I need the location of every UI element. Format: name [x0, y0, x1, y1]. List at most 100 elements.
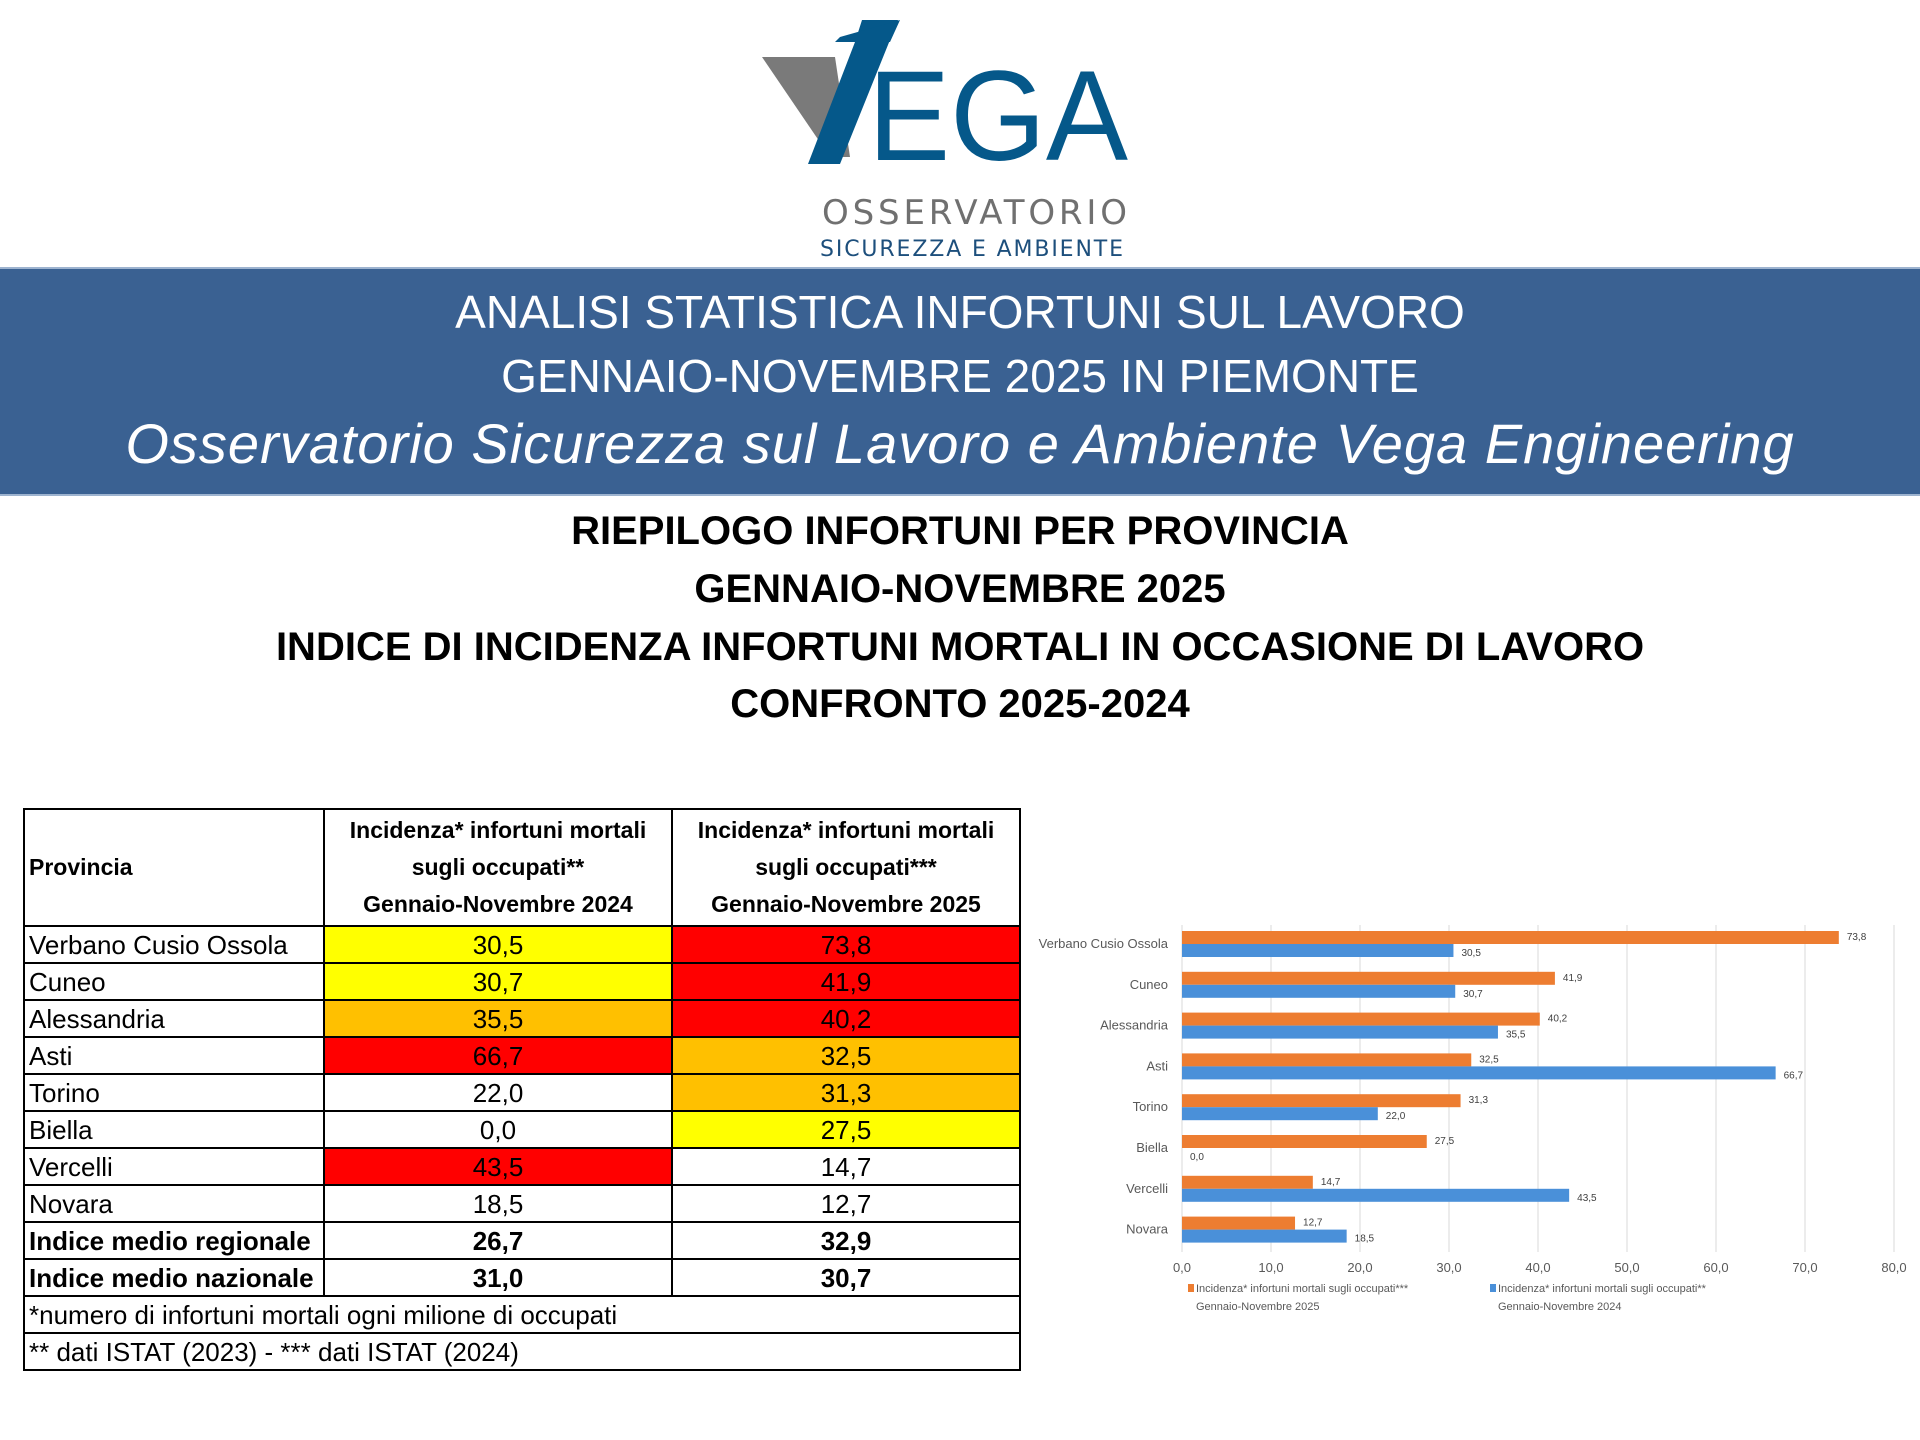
data-label: 0,0	[1190, 1152, 1204, 1163]
bar-2024	[1182, 1107, 1378, 1121]
header-2025-line: Incidenza* infortuni mortali	[697, 817, 995, 843]
note-row: *numero di infortuni mortali ogni milion…	[23, 1295, 1021, 1334]
value-2025-cell: 30,7	[671, 1258, 1021, 1297]
x-tick-label: 40,0	[1525, 1260, 1550, 1275]
title-1: RIEPILOGO INFORTUNI PER PROVINCIA	[571, 509, 1349, 553]
legend-swatch	[1490, 1284, 1496, 1292]
title-2: GENNAIO-NOVEMBRE 2025	[694, 567, 1226, 611]
header-2024: Incidenza* infortuni mortali sugli occup…	[323, 808, 673, 927]
x-tick-label: 70,0	[1792, 1260, 1817, 1275]
x-tick-label: 10,0	[1258, 1260, 1283, 1275]
value-2024-cell: 26,7	[323, 1221, 673, 1260]
category-label: Cuneo	[1130, 977, 1168, 992]
bar-2024	[1182, 1188, 1570, 1202]
category-label: Alessandria	[1100, 1018, 1169, 1033]
legend-label: Incidenza* infortuni mortali sugli occup…	[1498, 1283, 1707, 1295]
title-4: CONFRONTO 2025-2024	[730, 682, 1190, 726]
x-tick-label: 20,0	[1347, 1260, 1372, 1275]
bar-2025	[1182, 971, 1555, 985]
legend-label: Gennaio-Novembre 2024	[1498, 1301, 1622, 1313]
value-2024-cell: 22,0	[323, 1073, 673, 1112]
table-row: Novara 18,5 12,7	[23, 1184, 1021, 1223]
value-2025-cell: 40,2	[671, 999, 1021, 1038]
bar-2025	[1182, 1053, 1472, 1067]
provincia-cell: Cuneo	[23, 962, 325, 1001]
provincia-cell: Torino	[23, 1073, 325, 1112]
value-2024-cell: 30,7	[323, 962, 673, 1001]
legend-label: Gennaio-Novembre 2025	[1196, 1301, 1320, 1313]
vega-logo: EGA OSSERVATORIO SICUREZZA E AMBIENTE	[762, 20, 1129, 262]
bar-2024	[1182, 944, 1454, 957]
data-label: 41,9	[1563, 973, 1583, 984]
provincia-cell: Indice medio nazionale	[23, 1258, 325, 1297]
value-2024-cell: 31,0	[323, 1258, 673, 1297]
legend-label: Incidenza* infortuni mortali sugli occup…	[1196, 1283, 1409, 1295]
summary-row: Indice medio regionale 26,7 32,9	[23, 1221, 1021, 1260]
value-2025-cell: 27,5	[671, 1110, 1021, 1149]
data-label: 43,5	[1577, 1193, 1597, 1204]
data-label: 30,7	[1463, 989, 1483, 1000]
data-label: 35,5	[1506, 1030, 1526, 1041]
note-2: ** dati ISTAT (2023) - *** dati ISTAT (2…	[23, 1332, 1021, 1371]
banner-line-3: Osservatorio Sicurezza sul Lavoro e Ambi…	[125, 412, 1795, 475]
logo-brand: EGA	[868, 45, 1129, 188]
value-2024-cell: 0,0	[323, 1110, 673, 1149]
data-label: 40,2	[1548, 1014, 1568, 1025]
bar-chart: 0,0 10,0 20,0 30,0 40,0 50,0 60,0 70,0 80,0 Verba…	[1039, 925, 1907, 1313]
banner-line-1: ANALISI STATISTICA INFORTUNI SUL LAVORO	[455, 286, 1465, 338]
logo-line2: SICUREZZA E AMBIENTE	[820, 237, 1123, 262]
value-2024-cell: 35,5	[323, 999, 673, 1038]
header-provincia: Provincia	[23, 808, 325, 927]
table-row: Alessandria 35,5 40,2	[23, 999, 1021, 1038]
value-2025-cell: 14,7	[671, 1147, 1021, 1186]
category-label: Vercelli	[1126, 1181, 1168, 1196]
data-label: 27,5	[1435, 1136, 1455, 1147]
value-2025-cell: 12,7	[671, 1184, 1021, 1223]
legend-swatch	[1188, 1284, 1194, 1292]
note-row: ** dati ISTAT (2023) - *** dati ISTAT (2…	[23, 1332, 1021, 1371]
value-2025-cell: 73,8	[671, 925, 1021, 964]
value-2025-cell: 41,9	[671, 962, 1021, 1001]
value-2024-cell: 43,5	[323, 1147, 673, 1186]
logo-line1: OSSERVATORIO	[822, 193, 1127, 233]
bar-2025	[1182, 1094, 1461, 1108]
header-2024-line: Gennaio-Novembre 2024	[363, 891, 633, 917]
data-label: 30,5	[1461, 948, 1481, 959]
value-2025-cell: 32,5	[671, 1036, 1021, 1075]
bar-2024	[1182, 1025, 1498, 1039]
table-row: Vercelli 43,5 14,7	[23, 1147, 1021, 1186]
provincia-cell: Biella	[23, 1110, 325, 1149]
header-2024-line: Incidenza* infortuni mortali	[349, 817, 647, 843]
data-label: 31,3	[1469, 1095, 1489, 1106]
value-2025-cell: 31,3	[671, 1073, 1021, 1112]
bar-2025	[1182, 931, 1839, 944]
provincia-cell: Novara	[23, 1184, 325, 1223]
value-2024-cell: 66,7	[323, 1036, 673, 1075]
header-2025: Incidenza* infortuni mortali sugli occup…	[671, 808, 1021, 927]
category-label: Novara	[1126, 1222, 1169, 1237]
data-label: 12,7	[1303, 1218, 1323, 1229]
data-label: 14,7	[1321, 1177, 1341, 1188]
data-label: 18,5	[1355, 1234, 1375, 1245]
header-2025-line: sugli occupati***	[755, 854, 937, 880]
banner-line-2: GENNAIO-NOVEMBRE 2025 IN PIEMONTE	[501, 350, 1419, 402]
x-tick-label: 60,0	[1703, 1260, 1728, 1275]
data-label: 66,7	[1784, 1070, 1804, 1081]
table-row: Torino 22,0 31,3	[23, 1073, 1021, 1112]
bar-2025	[1182, 1175, 1313, 1189]
category-label: Asti	[1146, 1058, 1168, 1073]
provincia-cell: Verbano Cusio Ossola	[23, 925, 325, 964]
x-tick-label: 30,0	[1436, 1260, 1461, 1275]
x-tick-label: 50,0	[1614, 1260, 1639, 1275]
incidence-table: Provincia Incidenza* infortuni mortali s…	[23, 808, 1021, 1371]
header-2025-line: Gennaio-Novembre 2025	[711, 891, 981, 917]
summary-row: Indice medio nazionale 31,0 30,7	[23, 1258, 1021, 1297]
provincia-cell: Vercelli	[23, 1147, 325, 1186]
category-label: Verbano Cusio Ossola	[1039, 936, 1169, 951]
table-header: Provincia Incidenza* infortuni mortali s…	[23, 808, 1021, 927]
header-banner: ANALISI STATISTICA INFORTUNI SUL LAVORO …	[0, 267, 1920, 496]
bar-2025	[1182, 1216, 1296, 1230]
value-2024-cell: 30,5	[323, 925, 673, 964]
bar-2024	[1182, 984, 1456, 998]
x-tick-label: 0,0	[1173, 1260, 1191, 1275]
